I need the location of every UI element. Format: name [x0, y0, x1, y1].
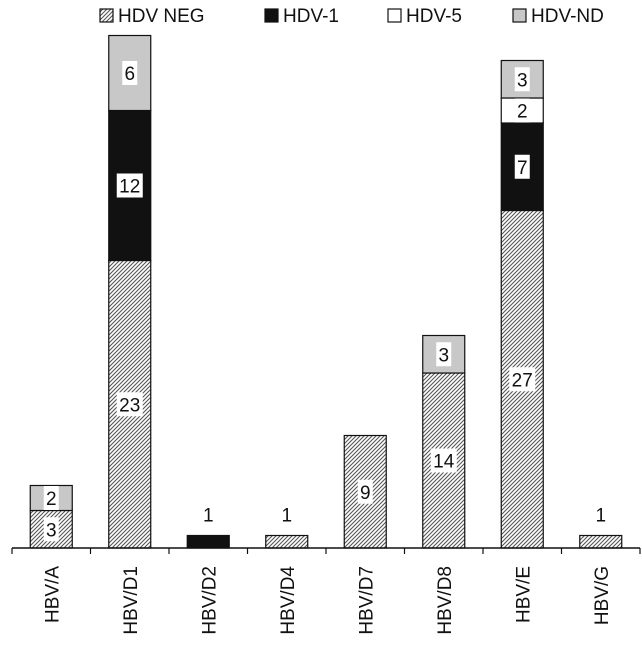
legend-swatch-hdv-1: [264, 8, 279, 23]
data-label-hbv-e-hdv-5: 2: [514, 98, 530, 123]
legend-label-hdv-1: HDV-1: [283, 6, 339, 27]
svg-text:3: 3: [517, 70, 528, 91]
svg-text:2: 2: [517, 102, 528, 123]
bar-segment-hbv-d8-hdv-nd: [422, 334, 466, 374]
x-tick-label-hbv-d8: HBV/D8: [435, 566, 456, 635]
svg-text:7: 7: [517, 158, 528, 179]
svg-text:2: 2: [46, 489, 57, 510]
legend-item-hdv-5: HDV-5: [387, 6, 462, 27]
svg-text:12: 12: [119, 177, 140, 198]
legend-item-hdv-1: HDV-1: [264, 6, 339, 27]
data-label-hbv-e-hdv-nd: 3: [514, 67, 530, 92]
svg-text:27: 27: [512, 370, 533, 391]
bar-segment-hbv-d4-hdv-neg: [265, 534, 309, 549]
svg-text:3: 3: [438, 345, 449, 366]
x-tick-label-hbv-e: HBV/E: [513, 566, 534, 623]
data-label-hbv-a-hdv-neg: 3: [43, 517, 59, 542]
legend-label-hdv-neg: HDV NEG: [118, 6, 205, 27]
data-label-hbv-d7-hdv-neg: 9: [357, 479, 373, 504]
data-label-hbv-d4-hdv-neg: 1: [281, 506, 292, 527]
x-tick-label-hbv-d2: HBV/D2: [199, 566, 220, 635]
legend-label-hdv-5: HDV-5: [406, 6, 462, 27]
bar-segment-hbv-d2-hdv-1: [186, 534, 230, 549]
data-label-hbv-d8-hdv-neg: 14: [430, 448, 457, 473]
legend-label-hdv-nd: HDV-ND: [531, 6, 604, 27]
data-label-hbv-a-hdv-nd: 2: [43, 486, 59, 510]
legend-swatch-hdv-5: [387, 8, 402, 23]
legend-item-hdv-neg: HDV NEG: [99, 6, 205, 27]
svg-text:1: 1: [203, 506, 214, 527]
x-tick-label-hbv-g: HBV/G: [592, 566, 613, 625]
svg-text:23: 23: [119, 395, 140, 416]
data-label-hbv-d1-hdv-1: 12: [116, 173, 143, 198]
data-label-hbv-d1-hdv-nd: 6: [122, 61, 138, 85]
svg-text:1: 1: [595, 506, 606, 527]
data-label-hbv-g-hdv-neg: 1: [595, 506, 606, 527]
svg-text:3: 3: [46, 520, 57, 541]
svg-text:6: 6: [124, 64, 135, 85]
x-axis-ticks: HBV/A HBV/D1 HBV/D2 HBV/D4 HBV/D7 HBV/D8 HBV/E…: [11, 548, 641, 635]
legend-swatch-hdv-neg: [99, 8, 114, 23]
x-tick-label-hbv-d4: HBV/D4: [278, 566, 299, 635]
x-tick-label-hbv-d1: HBV/D1: [121, 566, 142, 635]
legend: HDV NEG HDV-1 HDV-5 HDV-ND: [99, 6, 604, 27]
x-tick-label-hbv-a: HBV/A: [42, 566, 63, 623]
data-label-hbv-d1-hdv-neg: 23: [116, 392, 143, 417]
data-label-hbv-e-hdv-neg: 27: [509, 367, 536, 392]
svg-text:1: 1: [281, 506, 292, 527]
data-label-hbv-d8-hdv-nd: 3: [436, 342, 452, 367]
x-tick-label-hbv-d7: HBV/D7: [356, 566, 377, 635]
data-label-hbv-e-hdv-1: 7: [514, 154, 530, 179]
legend-swatch-hdv-nd: [512, 8, 527, 23]
bars-group: [29, 34, 623, 549]
data-label-hbv-d2-hdv-1: 1: [203, 506, 214, 527]
svg-text:9: 9: [360, 483, 371, 504]
bar-segment-hbv-g-hdv-neg: [579, 534, 623, 549]
svg-text:14: 14: [433, 452, 455, 473]
legend-item-hdv-nd: HDV-ND: [512, 6, 604, 27]
